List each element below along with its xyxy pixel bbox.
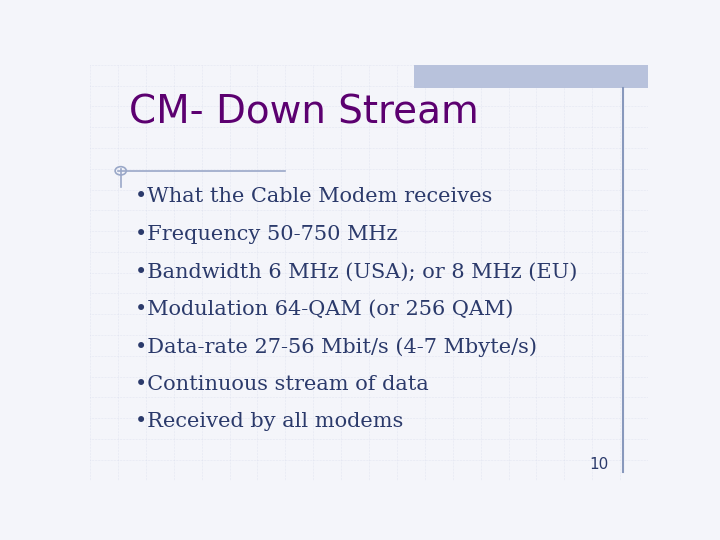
Bar [413,65,648,87]
Text: •Modulation 64-QAM (or 256 QAM): •Modulation 64-QAM (or 256 QAM) [135,300,513,319]
Text: CM- Down Stream: CM- Down Stream [129,94,479,132]
Text: •Continuous stream of data: •Continuous stream of data [135,375,428,394]
Text: 10: 10 [590,457,609,472]
Text: •Bandwidth 6 MHz (USA); or 8 MHz (EU): •Bandwidth 6 MHz (USA); or 8 MHz (EU) [135,262,577,281]
Text: •What the Cable Modem receives: •What the Cable Modem receives [135,187,492,206]
Text: •Data-rate 27-56 Mbit/s (4-7 Mbyte/s): •Data-rate 27-56 Mbit/s (4-7 Mbyte/s) [135,337,536,357]
Text: •Received by all modems: •Received by all modems [135,412,403,431]
Text: •Frequency 50-750 MHz: •Frequency 50-750 MHz [135,225,397,244]
